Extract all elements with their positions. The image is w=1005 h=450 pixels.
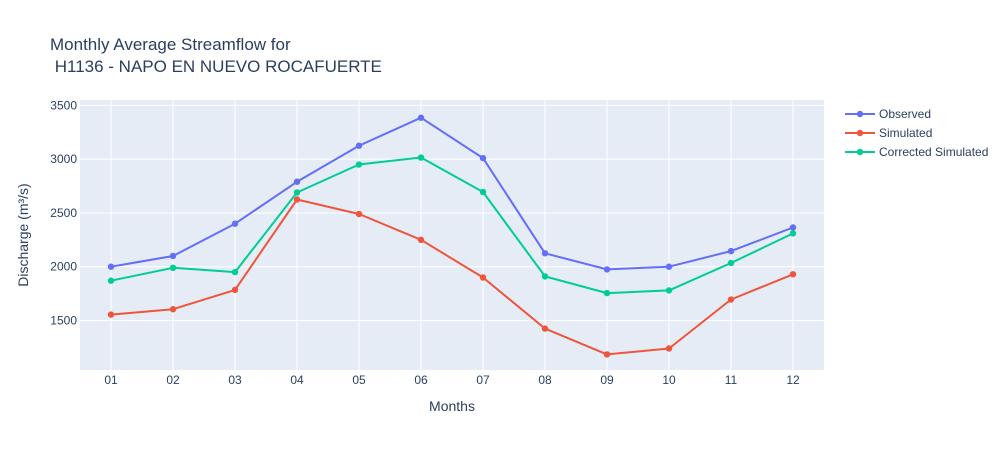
x-tick-label: 04 [290, 373, 304, 387]
data-point-observed [293, 178, 301, 185]
data-point-observed [665, 263, 673, 270]
data-point-simulated [293, 196, 301, 203]
x-tick-label: 02 [166, 373, 180, 387]
y-axis-title: Discharge (m³/s) [15, 183, 31, 286]
data-point-observed [417, 114, 425, 121]
data-point-corrected-simulated [665, 287, 673, 294]
legend-marker-observed[interactable] [856, 110, 864, 118]
chart-title-line-2: H1136 - NAPO EN NUEVO ROCAFUERTE [50, 57, 382, 76]
x-axis-title: Months [429, 398, 475, 414]
series-layer [107, 114, 797, 358]
x-gridlines [110, 100, 794, 370]
legend-marker-corrected-simulated[interactable] [856, 148, 864, 156]
legend-marker-simulated[interactable] [856, 129, 864, 137]
y-tick-label: 3500 [50, 98, 77, 112]
data-point-corrected-simulated [169, 264, 177, 272]
x-tick-label: 06 [414, 373, 428, 387]
data-point-corrected-simulated [107, 277, 115, 284]
data-point-observed [231, 220, 239, 227]
x-tick-label: 10 [662, 373, 676, 387]
data-point-corrected-simulated [479, 188, 487, 196]
data-point-corrected-simulated [541, 273, 549, 280]
chart-title-line-1: Monthly Average Streamflow for [50, 35, 291, 54]
x-tick-label: 11 [725, 373, 738, 387]
x-tick-labels: 01 02 03 04 05 06 07 08 09 10 11 12 [104, 373, 800, 387]
data-point-simulated [541, 325, 549, 332]
data-point-simulated [665, 345, 673, 352]
data-point-simulated [355, 210, 363, 218]
x-tick-label: 09 [600, 373, 614, 387]
data-point-observed [169, 252, 177, 260]
data-point-corrected-simulated [789, 230, 797, 237]
series-line-observed [110, 116, 794, 271]
y-tick-label: 2000 [50, 260, 77, 274]
y-tick-labels: 1500 2000 2500 3000 3500 [50, 98, 77, 327]
data-point-simulated [231, 286, 239, 294]
y-tick-label: 1500 [50, 314, 77, 328]
data-point-simulated [789, 271, 797, 278]
data-point-simulated [727, 296, 735, 303]
data-point-corrected-simulated [727, 259, 735, 267]
y-tick-label: 2500 [50, 206, 77, 220]
legend-label-simulated[interactable]: Simulated [879, 126, 932, 140]
data-point-corrected-simulated [603, 289, 611, 297]
plot-area [80, 100, 824, 370]
data-point-corrected-simulated [231, 268, 239, 276]
data-point-observed [727, 247, 735, 255]
x-tick-label: 07 [476, 373, 490, 387]
data-point-corrected-simulated [355, 161, 363, 168]
series-line-simulated [110, 198, 794, 356]
x-tick-label: 05 [352, 373, 366, 387]
data-point-simulated [417, 236, 425, 244]
data-point-observed [355, 142, 363, 149]
legend-label-corrected-simulated[interactable]: Corrected Simulated [879, 145, 988, 159]
x-tick-label: 01 [104, 373, 118, 387]
data-point-observed [789, 224, 797, 231]
x-tick-label: 08 [538, 373, 552, 387]
legend[interactable]: Observed Simulated Corrected Simulated [845, 107, 988, 159]
data-point-simulated [107, 311, 115, 318]
y-gridlines [80, 104, 824, 322]
data-point-corrected-simulated [417, 154, 425, 161]
data-point-observed [541, 250, 549, 257]
data-point-simulated [603, 351, 611, 358]
data-point-simulated [479, 274, 487, 281]
data-point-corrected-simulated [293, 189, 301, 196]
x-tick-label: 12 [786, 373, 800, 387]
x-tick-label: 03 [228, 373, 242, 387]
y-tick-label: 3000 [50, 152, 77, 166]
data-point-observed [603, 266, 611, 273]
data-point-observed [479, 154, 487, 162]
series-line-corrected-simulated [110, 156, 794, 295]
data-point-observed [107, 263, 115, 270]
data-point-simulated [169, 306, 177, 313]
legend-label-observed[interactable]: Observed [879, 107, 931, 121]
